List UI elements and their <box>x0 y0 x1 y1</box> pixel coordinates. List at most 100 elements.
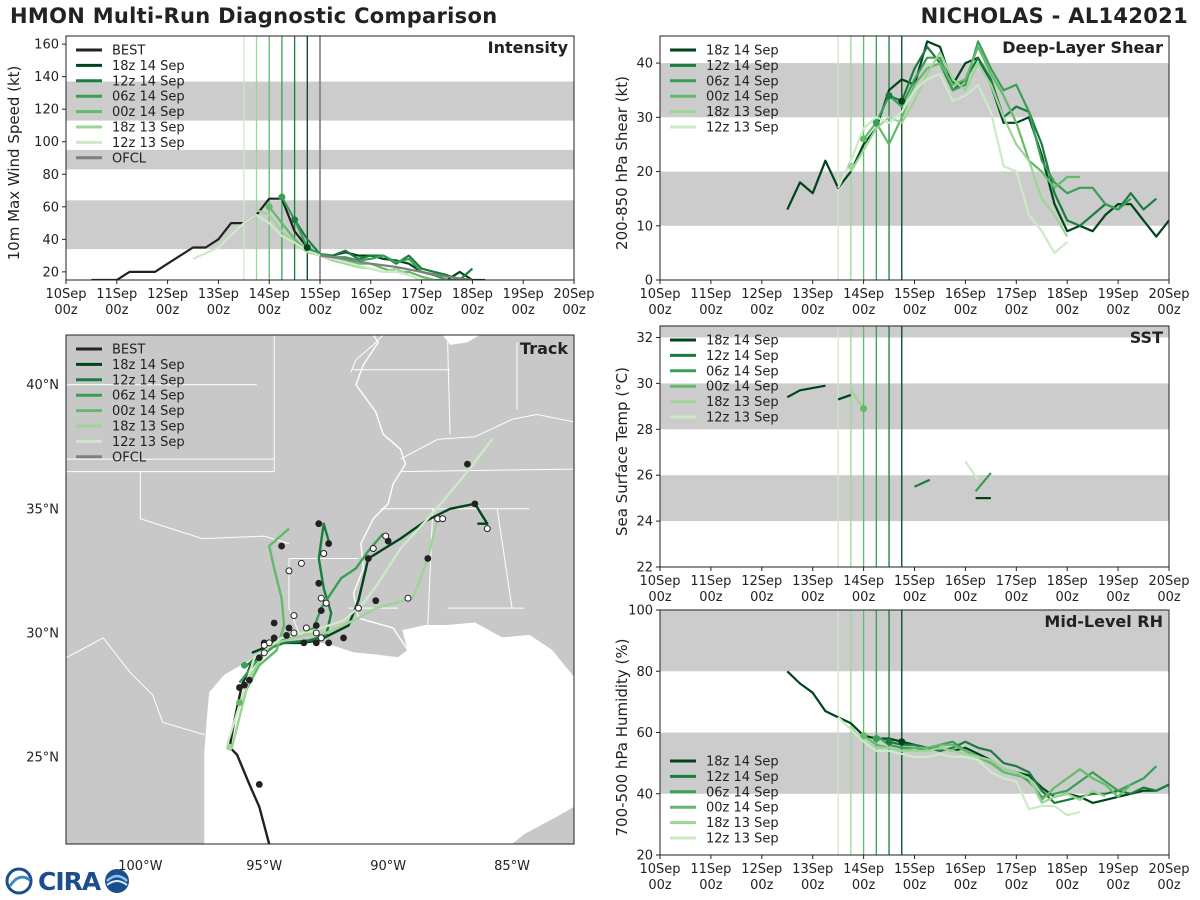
track-position-open <box>317 594 325 602</box>
track-position-open <box>483 525 491 533</box>
intensity-legend-label: 00z 14 Sep <box>112 105 185 120</box>
intensity-ytick-label: 160 <box>34 38 59 53</box>
shear-ytick-label: 0 <box>645 274 653 289</box>
intensity-xtick-label: 00z <box>410 303 434 318</box>
intensity-xtick-label: 14Sep <box>249 287 290 302</box>
sst-xtick-label: 12Sep <box>741 574 782 589</box>
track-position-open <box>297 559 305 567</box>
sst-xtick-label: 16Sep <box>945 574 986 589</box>
shear-legend-label: 12z 13 Sep <box>706 121 779 136</box>
sst-legend-label: 18z 13 Sep <box>706 395 779 410</box>
track-position-dot <box>372 597 380 605</box>
sst-panel: 22242628303210Sep00z11Sep00z12Sep00z13Se… <box>613 325 1190 605</box>
rh-xtick-label: 10Sep <box>639 862 680 877</box>
track-lon-label: 95°W <box>246 859 282 874</box>
shear-xtick-label: 10Sep <box>639 287 680 302</box>
intensity-xtick-label: 00z <box>562 303 586 318</box>
rh-xtick-label: 20Sep <box>1148 862 1189 877</box>
intensity-legend-label: OFCL <box>112 151 147 166</box>
shear-legend-label: 18z 14 Sep <box>706 44 779 59</box>
track-position-open <box>312 629 320 637</box>
rh-panel: 2040608010010Sep00z11Sep00z12Sep00z13Sep… <box>613 604 1190 894</box>
shear-xtick-label: 19Sep <box>1098 287 1139 302</box>
sst-xtick-label: 00z <box>1005 590 1029 605</box>
intensity-panel: 2040608010012014016010Sep00z11Sep00z12Se… <box>5 35 595 318</box>
sst-xtick-label: 00z <box>954 590 978 605</box>
mississippi-river <box>352 335 409 651</box>
rh-xtick-label: 00z <box>1157 878 1181 893</box>
track-position-open <box>439 515 447 523</box>
rh-xtick-label: 00z <box>852 878 876 893</box>
track-position-dot <box>315 520 323 528</box>
sst-xtick-label: 15Sep <box>894 574 935 589</box>
intensity-xtick-label: 00z <box>156 303 180 318</box>
sst-ytick-label: 30 <box>636 377 653 392</box>
sst-xtick-label: 10Sep <box>639 574 680 589</box>
rh-ytick-label: 100 <box>628 604 653 619</box>
intensity-xtick-label: 15Sep <box>299 287 340 302</box>
track-position-dot <box>315 579 323 587</box>
sst-ytick-label: 32 <box>636 331 653 346</box>
intensity-panel-title: Intensity <box>488 38 569 57</box>
track-position-dot <box>424 555 432 562</box>
rh-xtick-label: 00z <box>1106 878 1130 893</box>
rh-legend-label: 18z 13 Sep <box>706 816 779 831</box>
track-lon-label: 90°W <box>370 859 406 874</box>
rh-legend-label: 06z 14 Sep <box>706 785 779 800</box>
track-legend-label: 18z 13 Sep <box>112 420 185 435</box>
rh-series-18z-13-sep <box>850 725 1106 805</box>
rh-ytick-label: 60 <box>636 726 653 741</box>
track-legend-label: 06z 14 Sep <box>112 389 185 404</box>
intensity-init-point <box>291 216 299 224</box>
shear-ytick-label: 10 <box>636 219 653 234</box>
sst-series-group <box>786 384 992 500</box>
shear-series-group <box>786 40 1169 254</box>
shear-xtick-label: 00z <box>1005 303 1029 318</box>
rh-xtick-label: 00z <box>699 878 723 893</box>
track-position-dot <box>255 654 263 662</box>
track-position-dot <box>340 634 347 642</box>
track-position-open <box>302 624 310 632</box>
rh-ytick-label: 40 <box>636 787 653 802</box>
track-position-dot <box>471 500 479 508</box>
state-border <box>447 342 451 435</box>
intensity-ytick-label: 40 <box>42 233 59 248</box>
track-position-dot <box>245 676 253 684</box>
track-lat-label: 30°N <box>26 626 59 641</box>
track-position-open <box>320 549 328 557</box>
track-map <box>66 335 574 844</box>
track-position-open <box>290 629 298 637</box>
track-position-open <box>322 599 330 607</box>
intensity-xtick-label: 00z <box>105 303 129 318</box>
intensity-xtick-label: 00z <box>359 303 383 318</box>
intensity-xtick-label: 00z <box>308 303 332 318</box>
track-position-open <box>382 532 390 540</box>
storm-title: NICHOLAS - AL142021 <box>920 4 1188 28</box>
intensity-xtick-label: 10Sep <box>45 287 86 302</box>
intensity-legend-label: 18z 14 Sep <box>112 59 185 74</box>
track-position-dot <box>270 634 278 642</box>
track-position-dot <box>285 624 293 632</box>
state-border <box>139 471 290 545</box>
rh-ylabel: 700-500 hPa Humidity (%) <box>613 638 631 836</box>
rh-xtick-label: 00z <box>1056 878 1080 893</box>
sst-xtick-label: 00z <box>1106 590 1130 605</box>
track-lat-label: 25°N <box>26 751 59 766</box>
sst-xtick-label: 00z <box>1056 590 1080 605</box>
sst-xtick-label: 00z <box>750 590 774 605</box>
shear-ytick-label: 40 <box>636 57 653 72</box>
shear-xtick-label: 00z <box>1157 303 1181 318</box>
state-border <box>496 508 513 609</box>
sst-xtick-label: 20Sep <box>1148 574 1189 589</box>
shear-init-point <box>885 92 893 100</box>
rh-legend-label: 00z 14 Sep <box>706 801 779 816</box>
shear-ytick-label: 30 <box>636 111 653 126</box>
shear-shading-band <box>660 171 1169 226</box>
rh-ytick-label: 80 <box>636 665 653 680</box>
sst-xtick-label: 17Sep <box>996 574 1037 589</box>
sst-xtick-label: 00z <box>903 590 927 605</box>
rh-init-point <box>860 732 868 740</box>
track-position-open <box>317 634 325 642</box>
